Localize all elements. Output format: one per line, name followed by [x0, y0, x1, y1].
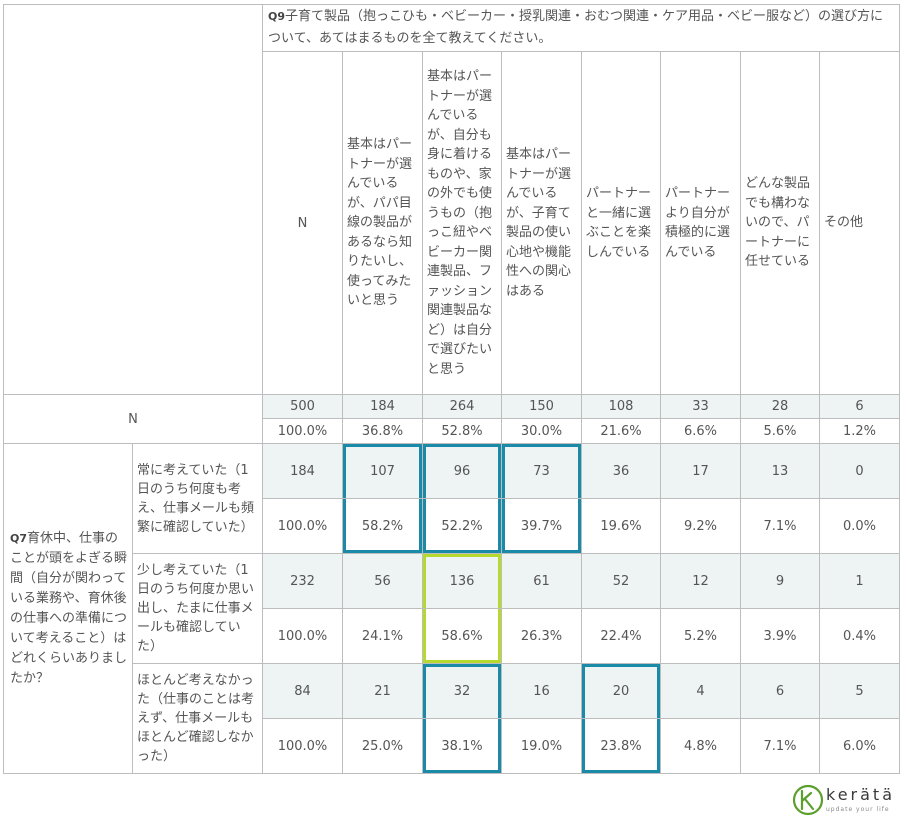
column-header-7: その他: [819, 51, 900, 395]
percent-cell-r0-c0: 100.0%: [262, 498, 343, 554]
q9-question-text: 子育て製品（抱っこひも・ベビーカー・授乳関連・おむつ関連・ケア用品・ベビー服など…: [268, 9, 884, 46]
percent-cell-r1-c3: 26.3%: [501, 608, 582, 664]
row-sometimes-counts: 少し考えていた（1日のうち何度か思い出し、たまに仕事メールも確認していた） 23…: [4, 553, 900, 664]
count-cell-r1-c2: 136: [422, 553, 502, 609]
q7-question-text: 育休中、仕事のことが頭をよぎる瞬間（自分が関わっている業務や、育休後の仕事への準…: [10, 530, 128, 686]
total-percent-cell-1: 36.8%: [342, 418, 423, 444]
count-cell-r2-c1: 21: [342, 663, 423, 719]
q7-tag: Q7: [10, 531, 28, 545]
total-count-cell-0: 500: [262, 394, 343, 419]
count-cell-r1-c1: 56: [342, 553, 423, 609]
count-cell-r1-c3: 61: [501, 553, 582, 609]
percent-cell-r0-c3: 39.7%: [501, 498, 582, 554]
total-count-row: N 500 184 264 150 108 33 28 6: [3, 394, 900, 444]
q9-question-header: Q9子育て製品（抱っこひも・ベビーカー・授乳関連・おむつ関連・ケア用品・ベビー服…: [262, 4, 900, 52]
row-label-rarely: ほとんど考えなかった（仕事のことは考えず、仕事メールもほとんど確認しなかった）: [132, 663, 263, 774]
total-count-cell-4: 108: [581, 394, 661, 419]
total-percent-cell-0: 100.0%: [262, 418, 343, 444]
total-count-cell-2: 264: [422, 394, 502, 419]
count-cell-r1-c7: 1: [819, 553, 900, 609]
row-always-percents: 100.0% 58.2% 52.2% 39.7% 19.6% 9.2% 7.1% 0.0%: [4, 498, 900, 554]
column-header-row: N 基本はパートナーが選んでいるが、パパ目線の製品があるなら知りたいし、使ってみた…: [4, 51, 900, 395]
row-rarely-percents: 100.0% 25.0% 38.1% 19.0% 23.8% 4.8% 7.1% 6.0%: [4, 718, 900, 774]
row-label-sometimes: 少し考えていた（1日のうち何度か思い出し、たまに仕事メールも確認していた）: [132, 553, 263, 664]
total-count-cell-7: 6: [819, 394, 900, 419]
q7-question-label: Q7育休中、仕事のことが頭をよぎる瞬間（自分が関わっている業務や、育休後の仕事へ…: [3, 443, 133, 774]
percent-cell-r2-c3: 19.0%: [501, 718, 582, 774]
column-header-1: 基本はパートナーが選んでいるが、パパ目線の製品があるなら知りたいし、使ってみたい…: [342, 51, 423, 395]
total-count-cell-6: 28: [740, 394, 820, 419]
total-count-cell-1: 184: [342, 394, 423, 419]
total-percent-cell-3: 30.0%: [501, 418, 582, 444]
count-cell-r2-c7: 5: [819, 663, 900, 719]
percent-cell-r2-c1: 25.0%: [342, 718, 423, 774]
percent-cell-r2-c7: 6.0%: [819, 718, 900, 774]
percent-cell-r0-c2: 52.2%: [422, 498, 502, 554]
kerata-logo: kerätä update your life: [792, 784, 904, 818]
percent-cell-r1-c6: 3.9%: [740, 608, 820, 664]
row-sometimes-percents: 100.0% 24.1% 58.6% 26.3% 22.4% 5.2% 3.9% 0.4%: [4, 608, 900, 664]
count-cell-r2-c6: 6: [740, 663, 820, 719]
total-percent-cell-5: 6.6%: [660, 418, 741, 444]
percent-cell-r1-c4: 22.4%: [581, 608, 661, 664]
count-cell-r2-c3: 16: [501, 663, 582, 719]
count-cell-r1-c5: 12: [660, 553, 741, 609]
logo-tagline: update your life: [826, 806, 890, 813]
row-rarely-counts: ほとんど考えなかった（仕事のことは考えず、仕事メールもほとんど確認しなかった） …: [4, 663, 900, 774]
count-cell-r0-c1: 107: [342, 443, 423, 499]
column-header-6: どんな製品でも構わないので、パートナーに任せている: [740, 51, 820, 395]
count-cell-r0-c4: 36: [581, 443, 661, 499]
column-header-4: パートナーと一緒に選ぶことを楽しんでいる: [581, 51, 661, 395]
empty-corner-cell: [3, 4, 263, 395]
percent-cell-r0-c1: 58.2%: [342, 498, 423, 554]
row-label-always: 常に考えていた（1日のうち何度も考え、仕事メールも頻繁に確認していた）: [132, 443, 263, 554]
total-percent-row: 100.0% 36.8% 52.8% 30.0% 21.6% 6.6% 5.6% 1.2%: [4, 418, 900, 444]
logo-wordmark: kerätä: [826, 785, 895, 804]
count-cell-r1-c6: 9: [740, 553, 820, 609]
count-cell-r2-c4: 20: [581, 663, 661, 719]
count-cell-r2-c0: 84: [262, 663, 343, 719]
count-cell-r2-c5: 4: [660, 663, 741, 719]
total-percent-cell-6: 5.6%: [740, 418, 820, 444]
row-always-counts: Q7育休中、仕事のことが頭をよぎる瞬間（自分が関わっている業務や、育休後の仕事へ…: [3, 443, 900, 774]
percent-cell-r1-c0: 100.0%: [262, 608, 343, 664]
count-cell-r0-c3: 73: [501, 443, 582, 499]
count-cell-r0-c6: 13: [740, 443, 820, 499]
total-count-cell-3: 150: [501, 394, 582, 419]
percent-cell-r2-c2: 38.1%: [422, 718, 502, 774]
percent-cell-r2-c5: 4.8%: [660, 718, 741, 774]
kerata-leaf-icon: [792, 784, 824, 816]
percent-cell-r0-c6: 7.1%: [740, 498, 820, 554]
percent-cell-r1-c2: 58.6%: [422, 608, 502, 664]
count-cell-r0-c0: 184: [262, 443, 343, 499]
percent-cell-r2-c4: 23.8%: [581, 718, 661, 774]
count-cell-r1-c4: 52: [581, 553, 661, 609]
percent-cell-r0-c4: 19.6%: [581, 498, 661, 554]
count-cell-r0-c2: 96: [422, 443, 502, 499]
count-cell-r2-c2: 32: [422, 663, 502, 719]
crosstab-table: Q9子育て製品（抱っこひも・ベビーカー・授乳関連・おむつ関連・ケア用品・ベビー服…: [3, 4, 900, 774]
count-cell-r1-c0: 232: [262, 553, 343, 609]
column-header-0: N: [262, 51, 343, 395]
total-row-label: N: [3, 394, 263, 444]
column-header-5: パートナーより自分が積極的に選んでいる: [660, 51, 741, 395]
count-cell-r0-c7: 0: [819, 443, 900, 499]
percent-cell-r1-c1: 24.1%: [342, 608, 423, 664]
column-header-3: 基本はパートナーが選んでいるが、子育て製品の使い心地や機能性への関心はある: [501, 51, 582, 395]
total-percent-cell-4: 21.6%: [581, 418, 661, 444]
percent-cell-r1-c5: 5.2%: [660, 608, 741, 664]
column-header-2: 基本はパートナーが選んでいるが、自分も身に着けるものや、家の外でも使うもの（抱っ…: [422, 51, 502, 395]
percent-cell-r1-c7: 0.4%: [819, 608, 900, 664]
total-percent-cell-2: 52.8%: [422, 418, 502, 444]
count-cell-r0-c5: 17: [660, 443, 741, 499]
percent-cell-r0-c5: 9.2%: [660, 498, 741, 554]
percent-cell-r2-c0: 100.0%: [262, 718, 343, 774]
total-count-cell-5: 33: [660, 394, 741, 419]
q9-tag: Q9: [268, 10, 286, 23]
percent-cell-r2-c6: 7.1%: [740, 718, 820, 774]
percent-cell-r0-c7: 0.0%: [819, 498, 900, 554]
total-percent-cell-7: 1.2%: [819, 418, 900, 444]
